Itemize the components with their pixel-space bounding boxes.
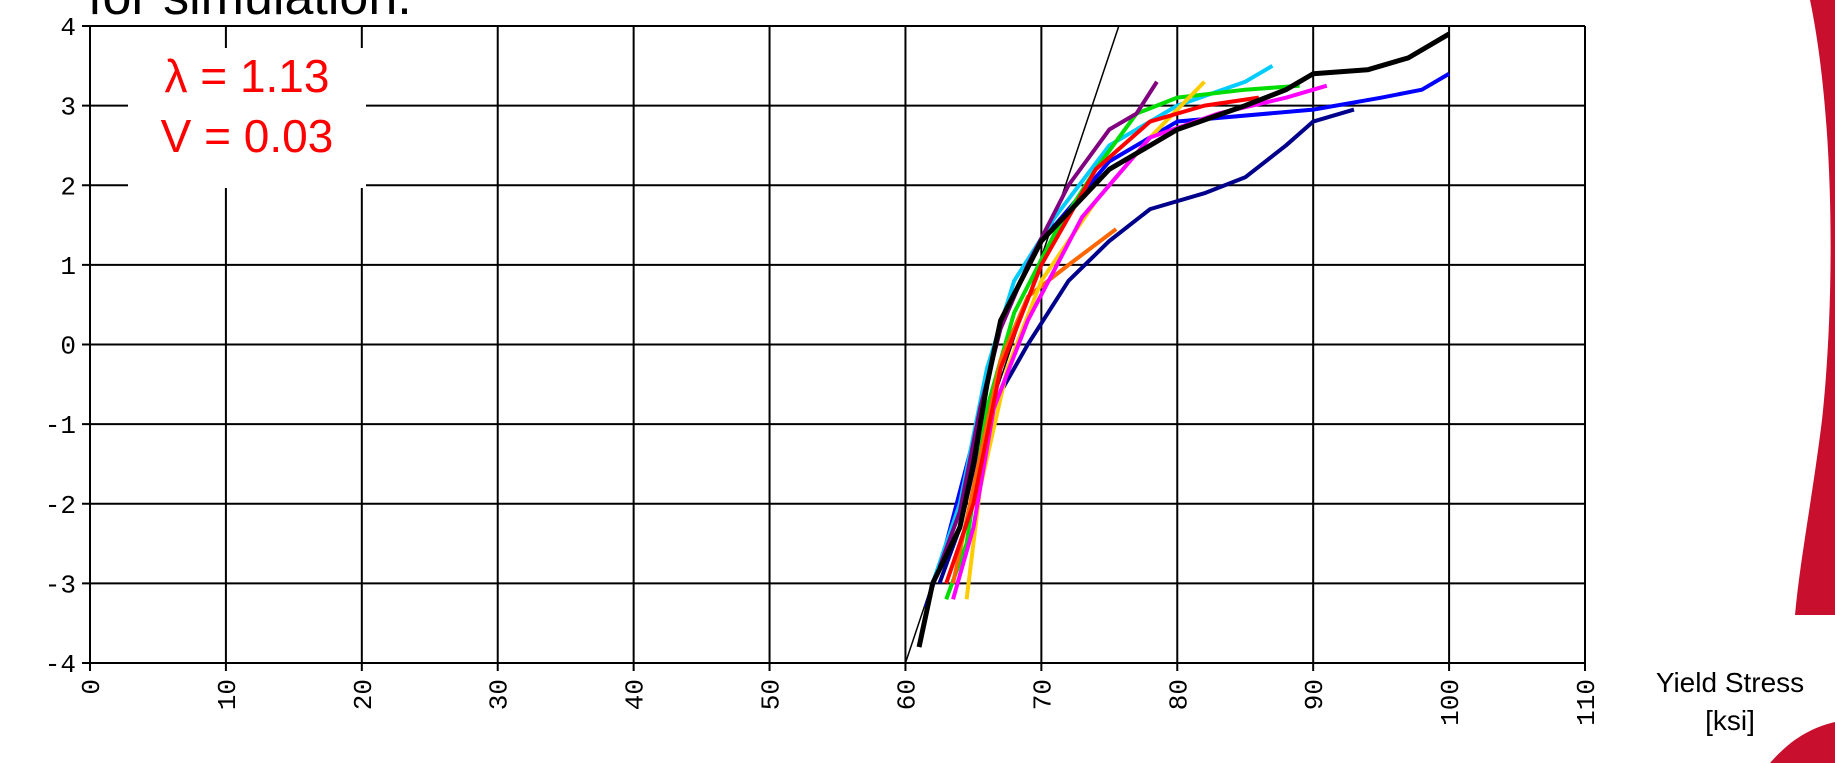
x-tick-label: 100 [1436, 679, 1466, 726]
y-tick-label: 4 [60, 13, 76, 43]
data-line [937, 107, 1355, 585]
x-tick-label: 60 [892, 679, 922, 710]
x-axis-label: Yield Stress [1656, 667, 1804, 698]
x-tick-label: 110 [1572, 679, 1602, 726]
decor-shape [1770, 722, 1835, 763]
x-tick-label: 70 [1028, 679, 1058, 710]
y-tick-label: 2 [60, 172, 76, 202]
x-tick-label: 0 [77, 679, 107, 695]
annotation: λ = 1.13 [165, 50, 330, 102]
data-line [944, 95, 1260, 585]
y-tick-label: 0 [60, 332, 76, 362]
y-tick-label: -1 [45, 411, 76, 441]
annotation: V = 0.03 [161, 110, 334, 162]
data-line [951, 83, 1328, 600]
x-axis-label: [ksi] [1705, 705, 1755, 736]
y-tick-label: -4 [45, 650, 76, 680]
decor-shape [1795, 0, 1835, 615]
x-tick-label: 10 [213, 679, 243, 710]
annotation-box [128, 48, 366, 188]
y-tick-label: -2 [45, 491, 76, 521]
chart-title: for simulation. [88, 0, 412, 26]
x-tick-label: 90 [1300, 679, 1330, 710]
data-line [916, 31, 1451, 648]
x-tick-label: 30 [485, 679, 515, 710]
x-tick-label: 40 [621, 679, 651, 710]
x-tick-label: 20 [349, 679, 379, 710]
y-tick-label: 3 [60, 93, 76, 123]
x-tick-label: 50 [757, 679, 787, 710]
x-tick-label: 80 [1164, 679, 1194, 710]
data-line [930, 64, 1274, 585]
y-tick-label: -3 [45, 570, 76, 600]
y-tick-label: 1 [60, 252, 76, 282]
